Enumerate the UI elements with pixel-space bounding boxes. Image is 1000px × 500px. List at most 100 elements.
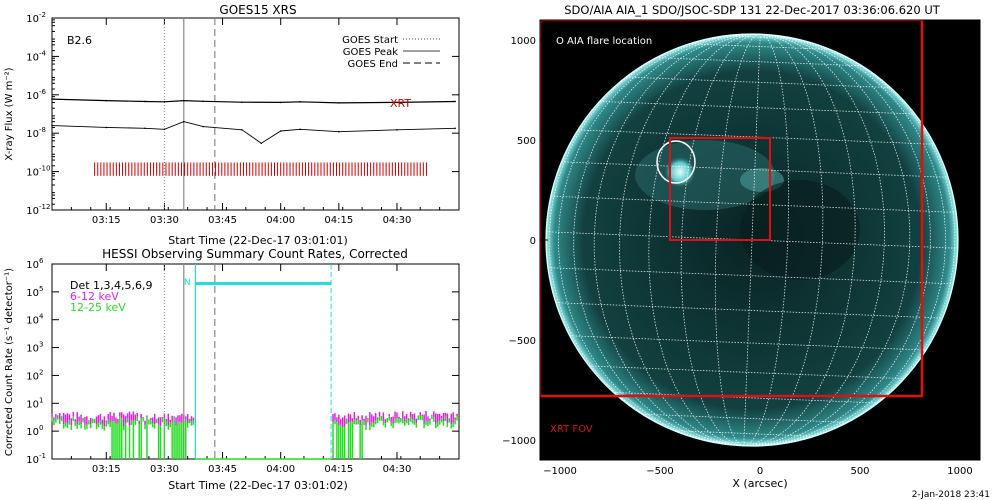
goes-series-long-line: [51, 98, 456, 104]
goes-x-tick-label: 04:30: [383, 215, 412, 226]
goes-y-tick-exponent: -2: [39, 11, 46, 19]
aia-x-tick-label: −1000: [543, 466, 577, 477]
aia-y-tick-label: −500: [509, 336, 536, 347]
goes-series-point: [338, 102, 340, 104]
goes-title: GOES15 XRS: [219, 3, 296, 17]
goes-y-tick-label: 10: [26, 52, 39, 63]
goes-series-point: [105, 99, 108, 102]
hessi-x-tick-label: 04:15: [324, 464, 353, 475]
goes-x-tick-label: 03:45: [208, 215, 237, 226]
goes-series-point: [182, 99, 185, 102]
hessi-x-axis-label: Start Time (22-Dec-17 03:01:02): [168, 479, 348, 492]
aia-x-tick-label: 0: [757, 466, 763, 477]
hessi-series-group: [51, 410, 458, 460]
aia-x-axis-label: X (arcsec): [732, 477, 787, 490]
grid-longitude-line: [743, 33, 946, 447]
goes-series-point: [241, 129, 243, 131]
goes-series-point: [454, 100, 456, 103]
goes-legend-start: GOES Start: [342, 35, 398, 46]
hessi-y-tick-label: 10: [26, 455, 39, 466]
hessi-legend-high: 12-25 keV: [70, 301, 126, 314]
goes-class-label: B2.6: [67, 34, 92, 47]
grid-longitude-line: [548, 33, 761, 447]
aia-x-tick-label: −500: [646, 466, 673, 477]
aia-x-tick-label: 1000: [947, 466, 972, 477]
grid-latitude-line: [546, 231, 958, 249]
hessi-x-tick-label: 03:15: [92, 464, 121, 475]
hessi-y-tick-exponent: 1: [39, 396, 43, 404]
hessi-y-tick-exponent: 0: [39, 424, 43, 432]
grid-longitude-line: [648, 33, 761, 447]
goes-series-point: [51, 98, 53, 100]
hessi-y-tick-label: 10: [26, 344, 39, 355]
goes-series-point: [241, 101, 243, 104]
aia-y-ticks: 1000 500 0 −500 −1000: [502, 36, 548, 447]
aia-panel: SDO/AIA AIA_1 SDO/JSOC-SDP 131 22-Dec-20…: [502, 3, 981, 490]
grid-longitude-line: [714, 33, 761, 447]
hessi-night-label: N: [184, 278, 191, 288]
goes-series-short-line: [51, 121, 456, 144]
goes-series-point: [279, 101, 282, 104]
hessi-y-tick-exponent: 2: [39, 368, 43, 376]
goes-y-tick-exponent: -4: [39, 49, 47, 57]
goes-axes: [51, 17, 460, 211]
hessi-y-tick-label: 10: [26, 316, 39, 327]
aia-x-ticks: −1000 −500 0 500 1000: [543, 452, 973, 477]
aia-y-tick-label: 500: [517, 136, 536, 147]
goes-xrt-label: XRT: [390, 97, 411, 110]
grid-longitude-line: [743, 33, 885, 447]
goes-y-tick-label: 10: [26, 206, 39, 217]
flare-location-circle: [656, 140, 696, 184]
grid-latitude-line: [547, 267, 954, 285]
hessi-y-tick-exponent: 6: [39, 257, 44, 265]
hessi-x-ticks: 03:15 03:30 03:45 04:00 04:15 04:30: [51, 264, 460, 475]
goes-y-tick-label: 10: [26, 14, 39, 25]
goes-legend-peak: GOES Peak: [343, 47, 398, 58]
goes-y-tick-label: 10: [26, 91, 39, 102]
grid-longitude-line: [593, 33, 761, 447]
goes-series-point: [163, 128, 166, 131]
aia-fov-label: XRT FOV: [550, 424, 593, 435]
goes-x-ticks: 03:15 03:30 03:45 04:00 04:15 04:30: [51, 18, 460, 226]
grid-longitude-line: [558, 33, 761, 447]
aia-title: SDO/AIA AIA_1 SDO/JSOC-SDP 131 22-Dec-20…: [564, 3, 940, 17]
goes-series-point: [105, 126, 108, 129]
goes-series-point: [396, 101, 398, 104]
hessi-markers: [163, 264, 332, 459]
hessi-y-tick-label: 10: [26, 371, 39, 382]
goes-series-point: [202, 100, 204, 103]
goes-series-point: [338, 130, 340, 133]
hessi-x-tick-label: 04:00: [266, 464, 295, 475]
hessi-x-tick-label: 03:30: [150, 464, 179, 475]
grid-latitude-line: [599, 101, 915, 115]
goes-series-point: [51, 124, 53, 127]
grid-latitude-line: [555, 302, 943, 319]
hessi-y-axis-label: Corrected Count Rate (s⁻¹ detector⁻¹): [4, 268, 15, 456]
grid-longitude-line: [743, 33, 856, 447]
goes-series-point: [454, 127, 456, 130]
hessi-y-tick-exponent: 3: [39, 341, 43, 349]
grid-latitude-line: [589, 365, 905, 380]
goes-series-group: [51, 98, 456, 145]
hessi-title: HESSI Observing Summary Count Rates, Cor…: [102, 247, 408, 261]
grid-longitude-line: [743, 34, 761, 446]
hessi-legend-low: 6-12 keV: [70, 290, 119, 303]
goes-series-point: [396, 129, 398, 131]
goes-y-tick-label: 10: [26, 168, 39, 179]
goes-x-tick-label: 04:00: [266, 215, 295, 226]
aia-legend: O AIA flare location: [556, 36, 652, 47]
hessi-y-tick-label: 10: [26, 288, 39, 299]
goes-series-point: [279, 130, 282, 132]
goes-y-axis-label: X-ray Flux (W m⁻²): [4, 67, 15, 160]
aia-boxes: [540, 20, 924, 398]
hessi-y-tick-label: 10: [26, 260, 39, 271]
goes-series-point: [202, 125, 204, 128]
grid-longitude-line: [743, 33, 911, 447]
hessi-y-tick-exponent: 5: [39, 285, 43, 293]
hessi-y-tick-exponent: 4: [39, 313, 44, 321]
goes-series-point: [144, 127, 146, 130]
